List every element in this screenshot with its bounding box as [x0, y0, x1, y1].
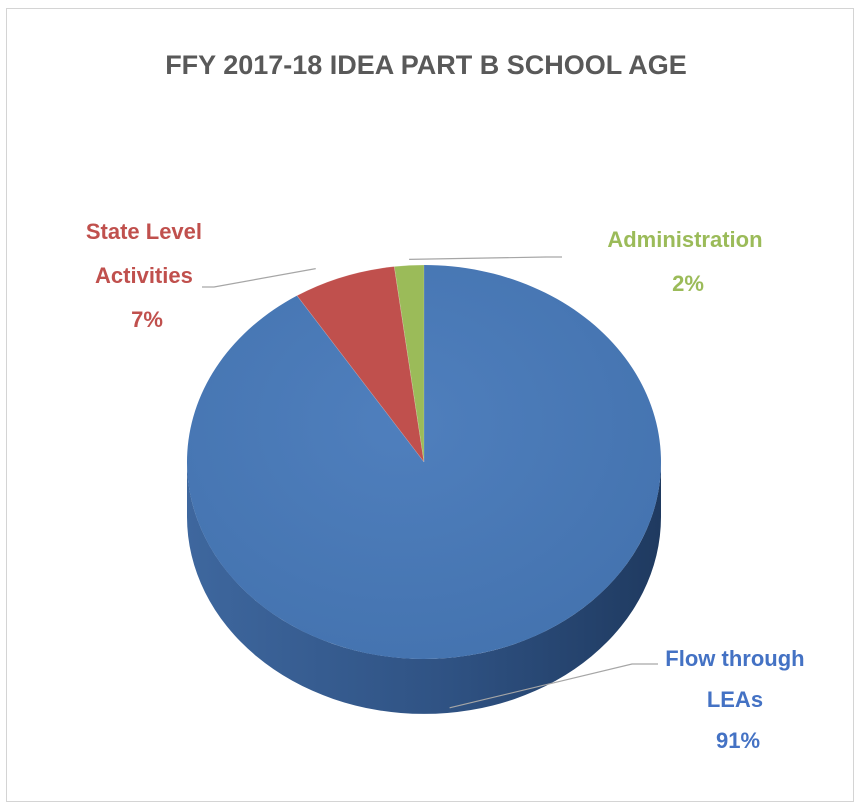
pie-slice-administration [393, 264, 425, 463]
leader-line-administration [409, 256, 562, 260]
label-administration: Administration 2% [607, 227, 768, 296]
label-administration-line1: Administration [607, 227, 762, 252]
label-state-level-line1: State Level [86, 219, 202, 244]
chart-title: FFY 2017-18 IDEA PART B SCHOOL AGE [165, 50, 687, 80]
pie-slices [186, 264, 661, 659]
label-state-level-line2: Activities [95, 263, 193, 288]
leader-line-state-level [202, 268, 316, 288]
label-flow-through-leas: Flow through LEAs 91% [665, 646, 810, 753]
leader-lines [202, 256, 658, 709]
leader-line-flow-through [449, 663, 658, 709]
pie-slice-flow-through-leas [186, 265, 661, 659]
pie-slice-state-level-activities [296, 266, 425, 463]
label-state-level-activities: State Level Activities 7% [86, 219, 208, 332]
label-flow-through-leas-line1: Flow through [665, 646, 804, 671]
label-administration-percent: 2% [672, 271, 704, 296]
label-flow-through-leas-line2: LEAs [707, 687, 763, 712]
label-state-level-percent: 7% [131, 307, 163, 332]
pie-side-wall [187, 462, 661, 714]
label-flow-through-leas-percent: 91% [716, 728, 760, 753]
pie-3d-side [187, 462, 661, 714]
